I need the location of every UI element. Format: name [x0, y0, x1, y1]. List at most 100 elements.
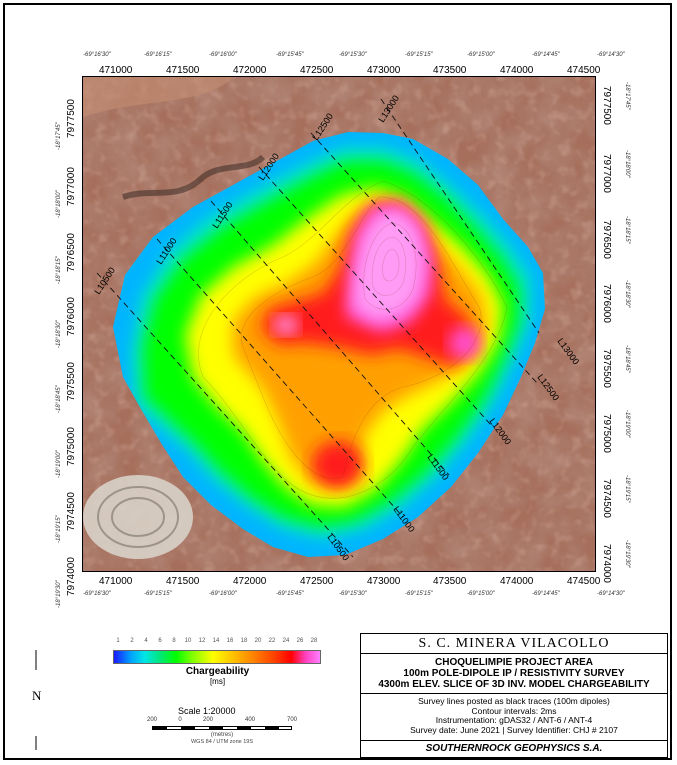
right-latlon-label: -18°19'00": [624, 410, 630, 438]
bottom-easting-label: 472500: [300, 576, 334, 587]
top-latlon-label: -69°14'45": [532, 52, 560, 58]
top-easting-label: 471000: [99, 65, 133, 76]
right-northing-label: 7976000: [601, 284, 612, 323]
left-latlon-label: -18°18'45": [56, 385, 62, 413]
right-northing-label: 7977000: [601, 154, 612, 193]
left-northing-label: 7975000: [66, 427, 77, 466]
survey-notes: Survey lines posted as black traces (100…: [361, 694, 667, 741]
top-latlon-label: -69°15'45": [276, 52, 304, 58]
bottom-latlon-label: -69°15'45": [276, 591, 304, 597]
bottom-latlon-label: -69°16'00": [209, 591, 237, 597]
right-latlon-label: -18°18'30": [624, 280, 630, 308]
scale-datum: WGS 84 / UTM zone 19S: [190, 739, 254, 745]
legend-tick: 16: [226, 638, 234, 644]
scale-tick: 400: [244, 717, 256, 723]
bottom-latlon-label: -69°15'30": [339, 591, 367, 597]
scale-bar: 200 0 200 400 700 (metres) WGS 84 / UTM zone…: [142, 717, 302, 747]
left-northing-label: 7974000: [66, 557, 77, 596]
note-survey-date: Survey date: June 2021 | Survey Identifi…: [410, 724, 618, 735]
bottom-easting-label: 472000: [233, 576, 267, 587]
project-description: CHOQUELIMPIE PROJECT AREA 100m POLE-DIPO…: [361, 654, 667, 694]
open-pit-bench-inner: [111, 497, 165, 537]
survey-line-12000: [258, 166, 492, 426]
bottom-easting-label: 471500: [166, 576, 200, 587]
left-latlon-label: -18°18'30": [56, 320, 62, 348]
left-latlon-label: -18°19'30": [56, 580, 62, 608]
top-easting-label: 472000: [233, 65, 267, 76]
legend-tick: 28: [310, 638, 318, 644]
top-latlon-label: -69°15'00": [467, 52, 495, 58]
left-northing-label: 7975500: [66, 362, 77, 401]
legend-tick: 24: [282, 638, 290, 644]
right-latlon-label: -18°19'30": [624, 540, 630, 568]
right-northing-label: 7974000: [601, 544, 612, 583]
legend-title: Chargeability: [185, 666, 250, 677]
legend-tick: 8: [172, 638, 176, 644]
note-contours: Contour intervals: 2ms: [471, 705, 557, 716]
scale-tick: 200: [202, 717, 214, 723]
legend-tick: 6: [158, 638, 162, 644]
right-latlon-label: -18°18'15": [624, 216, 630, 244]
top-easting-label: 472500: [300, 65, 334, 76]
bottom-latlon-label: -69°16'30": [83, 591, 111, 597]
bottom-latlon-label: -69°14'30": [597, 591, 625, 597]
project-line-3: 4300m ELEV. SLICE OF 3D INV. MODEL CHARG…: [378, 679, 650, 690]
survey-line-13000: [380, 98, 540, 334]
left-northing-label: 7977000: [66, 167, 77, 206]
left-latlon-label: -18°18'15": [56, 256, 62, 284]
legend-tick: 4: [144, 638, 148, 644]
survey-line-12500: [310, 132, 538, 384]
top-latlon-label: -69°16'00": [209, 52, 237, 58]
left-latlon-label: -18°18'00": [56, 190, 62, 218]
right-northing-label: 7976500: [601, 220, 612, 259]
top-easting-label: 473500: [433, 65, 467, 76]
survey-line-11000: [156, 238, 404, 518]
bottom-latlon-label: -69°14'45": [532, 591, 560, 597]
map-svg: L13000 L12500 L12000 L11500 L11000 L1050…: [83, 77, 595, 571]
left-northing-label: 7976000: [66, 297, 77, 336]
top-latlon-label: -69°14'30": [597, 52, 625, 58]
geophysics-firm: SOUTHERNROCK GEOPHYSICS S.A.: [425, 743, 603, 754]
zone-pink-west: [274, 316, 298, 334]
legend-unit: [ms]: [209, 677, 226, 686]
right-northing-label: 7975000: [601, 414, 612, 453]
bottom-easting-label: 473000: [367, 576, 401, 587]
top-latlon-label: -69°16'15": [144, 52, 172, 58]
chargeability-map[interactable]: L13000 L12500 L12000 L11500 L11000 L1050…: [82, 76, 596, 572]
bottom-easting-label: 474500: [567, 576, 601, 587]
terrain-ridge-top-left: [83, 77, 233, 117]
legend-tick: 10: [184, 638, 192, 644]
bottom-easting-label: 473500: [433, 576, 467, 587]
note-instrumentation: Instrumentation: gDAS32 / ANT-6 / ANT-4: [435, 715, 593, 725]
top-easting-label: 471500: [166, 65, 200, 76]
left-northing-label: 7977500: [66, 99, 77, 138]
legend-tick: 1: [116, 638, 120, 644]
open-pit-bench: [97, 486, 179, 548]
left-latlon-label: -18°17'45": [56, 122, 62, 150]
zone-magenta-east: [449, 327, 481, 359]
project-line-2: 100m POLE-DIPOLE IP / RESISTIVITY SURVEY: [403, 668, 625, 679]
note-survey-lines: Survey lines posted as black traces (100…: [418, 696, 610, 706]
survey-line-10500: [96, 272, 354, 558]
left-northing-label: 7976500: [66, 233, 77, 272]
bottom-latlon-label: -69°15'15": [144, 591, 172, 597]
legend-tick: 12: [198, 638, 206, 644]
left-northing-label: 7974500: [66, 492, 77, 531]
top-latlon-label: -69°16'30": [83, 52, 111, 58]
right-northing-label: 7974500: [601, 479, 612, 518]
bottom-latlon-label: -69°15'00": [467, 591, 495, 597]
zone-red-south: [312, 441, 364, 489]
company-name: S. C. MINERA VILACOLLO: [361, 634, 667, 654]
scale-tick: 700: [286, 717, 298, 723]
legend-tick: 26: [296, 638, 304, 644]
terrain-ridge: [122, 154, 266, 200]
top-latlon-label: -69°15'15": [405, 52, 433, 58]
bottom-latlon-label: -69°15'15": [405, 591, 433, 597]
right-latlon-label: -18°19'15": [624, 475, 630, 503]
scale-tick: 0: [178, 717, 182, 723]
survey-lines: [96, 98, 540, 558]
survey-line-11500: [210, 200, 450, 476]
right-latlon-label: -18°17'45": [624, 82, 630, 110]
north-letter: N: [32, 688, 42, 703]
scale-unit: (metres): [210, 732, 234, 738]
